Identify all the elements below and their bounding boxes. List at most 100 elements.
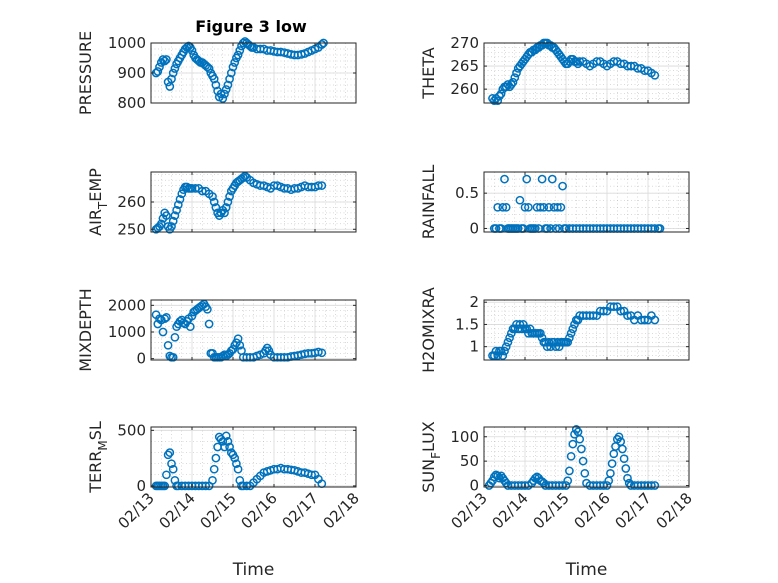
data-point: [512, 68, 521, 78]
data-point: [556, 202, 566, 212]
data-point: [225, 442, 234, 452]
data-point: [501, 82, 511, 92]
chart-rainfall: 0 0.5 RAINFALL: [419, 165, 690, 239]
y-tick-label: 1000: [108, 323, 146, 341]
data-point: [575, 434, 585, 444]
data-point: [160, 56, 170, 66]
x-tick-label: 02/16: [571, 489, 614, 532]
data-point: [314, 347, 323, 357]
y-tick-label: 250: [117, 220, 146, 238]
data-point: [209, 74, 219, 84]
data-point: [520, 202, 530, 212]
x-tick-label: 02/17: [279, 489, 322, 532]
data-point: [553, 202, 562, 212]
x-tick-label: 02/14: [156, 489, 199, 532]
data-point: [616, 306, 626, 316]
data-point: [177, 189, 187, 199]
x-axis-label: Time: [565, 560, 608, 580]
data-point: [547, 174, 557, 184]
data-point: [500, 346, 509, 356]
data-point: [317, 348, 327, 358]
data-point: [506, 80, 516, 89]
y-tick-label: 50: [460, 452, 479, 470]
series-points: [151, 171, 327, 234]
data-point: [524, 202, 533, 212]
data-point: [561, 481, 571, 490]
data-point: [220, 208, 229, 218]
y-tick-label: 1000: [108, 34, 146, 52]
data-point: [500, 174, 509, 184]
data-point: [220, 89, 229, 99]
data-point: [573, 59, 583, 69]
y-axis-label: AIRTEMP: [86, 168, 110, 236]
y-tick-label: 0: [136, 350, 146, 368]
data-point: [167, 74, 176, 84]
data-point: [491, 346, 501, 356]
x-axis-label: Time: [232, 560, 275, 580]
data-point: [498, 351, 508, 360]
data-point: [160, 481, 170, 491]
axes-frame: [483, 426, 690, 488]
data-point: [167, 222, 176, 231]
y-tick-label: 0: [469, 219, 479, 237]
data-point: [606, 468, 615, 478]
data-point: [168, 216, 178, 226]
data-point: [317, 40, 327, 49]
data-point: [172, 205, 181, 215]
chart-h2omixra: 1 1.5 2 H2OMIXRA: [419, 287, 690, 373]
data-point: [163, 450, 173, 460]
data-point: [170, 211, 180, 220]
data-point: [162, 470, 171, 480]
data-point: [563, 337, 573, 347]
data-point: [515, 195, 525, 205]
data-point: [264, 346, 274, 356]
data-point: [498, 202, 508, 212]
data-point: [235, 46, 245, 55]
data-point: [573, 315, 583, 325]
data-point: [218, 94, 228, 103]
y-axis-label: PRESSURE: [76, 31, 95, 115]
data-point: [155, 62, 164, 72]
axes-frame: [150, 299, 357, 361]
series-points: [151, 37, 328, 103]
data-point: [211, 80, 221, 90]
y-tick-label: 265: [450, 57, 479, 75]
x-tick-label: 02/14: [489, 489, 532, 532]
data-point: [537, 174, 547, 184]
data-point: [225, 74, 234, 84]
data-point: [209, 197, 219, 207]
data-point: [226, 68, 236, 78]
y-tick-label: 2: [469, 293, 479, 311]
data-point: [221, 85, 231, 94]
data-point: [536, 202, 545, 212]
data-point: [544, 202, 554, 212]
data-point: [607, 459, 617, 468]
data-point: [221, 203, 231, 212]
y-tick-label: 900: [117, 64, 146, 82]
chart-mixdepth: 0 1000 2000 MIXDEPTH: [76, 288, 357, 372]
data-point: [242, 481, 252, 491]
data-point: [650, 70, 660, 80]
data-point: [503, 337, 513, 347]
x-tick-label: 02/13: [115, 489, 158, 532]
data-point: [204, 319, 214, 329]
data-point: [307, 470, 316, 480]
data-point: [510, 73, 520, 82]
axes-frame: [483, 42, 690, 104]
data-point: [314, 181, 323, 190]
data-point: [221, 431, 231, 441]
data-point: [599, 306, 608, 316]
data-point: [209, 464, 219, 474]
y-tick-label: 1.5: [455, 315, 479, 333]
data-point: [201, 481, 211, 491]
data-point: [517, 324, 526, 334]
y-tick-label: 260: [450, 80, 479, 98]
data-point: [640, 315, 649, 325]
data-point: [153, 67, 163, 76]
y-tick-label: 270: [450, 34, 479, 52]
data-point: [489, 96, 499, 106]
data-point: [493, 96, 503, 106]
series-points: [484, 425, 660, 490]
data-point: [220, 350, 229, 360]
